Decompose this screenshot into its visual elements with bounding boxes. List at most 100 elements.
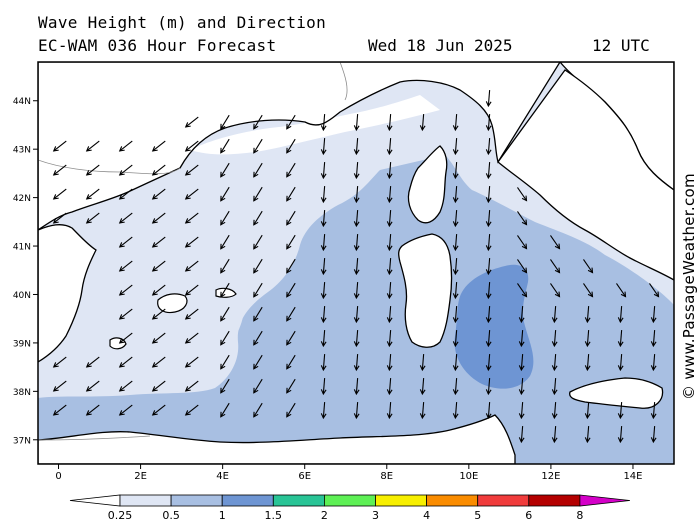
wave-arrow xyxy=(421,353,425,371)
wave-arrow xyxy=(220,234,230,250)
wave-arrow-head xyxy=(184,266,191,272)
wave-arrow xyxy=(185,380,199,392)
wave-arrow-head xyxy=(118,290,125,296)
wave-arrow-head xyxy=(521,243,528,250)
wave-arrow-head xyxy=(184,218,191,224)
wave-arrow xyxy=(388,113,392,131)
wave-arrow xyxy=(152,356,166,368)
wave-arrow xyxy=(253,186,263,202)
wave-arrow xyxy=(220,282,230,298)
wave-arrow-head xyxy=(386,125,393,132)
wave-arrow xyxy=(220,162,230,178)
legend-swatch xyxy=(528,494,581,507)
wave-arrow-head xyxy=(353,197,360,204)
wave-arrow-head xyxy=(650,437,657,444)
wave-arrow xyxy=(152,380,166,392)
wave-arrow xyxy=(517,259,527,273)
wave-arrow-head xyxy=(485,125,492,132)
wave-arrow-head xyxy=(286,315,292,322)
wave-arrow xyxy=(355,137,359,155)
wave-arrow-head xyxy=(52,146,59,152)
wave-arrow-head xyxy=(151,242,158,248)
wave-arrow-head xyxy=(151,338,158,344)
wave-arrow-head xyxy=(485,221,492,228)
wave-arrow xyxy=(355,233,359,251)
wave-arrow xyxy=(454,185,458,203)
wave-arrow-head xyxy=(220,171,226,178)
wave-arrow-head xyxy=(286,387,292,394)
country-borders xyxy=(38,62,348,441)
forecast-time: 12 UTC xyxy=(592,36,650,55)
wave-arrow xyxy=(322,377,326,395)
wave-arrow xyxy=(619,305,623,323)
wave-arrow xyxy=(586,329,590,347)
wave-arrow xyxy=(421,377,425,395)
wave-arrow xyxy=(86,212,100,224)
wave-arrow xyxy=(286,258,296,274)
wave-arrow-head xyxy=(485,317,492,324)
wave-arrow-head xyxy=(286,363,292,370)
wave-arrow-head xyxy=(151,290,158,296)
wave-arrow-head xyxy=(52,218,59,224)
wave-arrow-head xyxy=(184,338,191,344)
wave-arrow xyxy=(322,113,326,131)
wave-arrow-head xyxy=(320,269,327,276)
wave-arrow xyxy=(487,161,491,179)
wave-arrow xyxy=(322,305,326,323)
wave-arrow-head xyxy=(386,149,393,156)
wave-arrow-head xyxy=(320,413,327,420)
wave-arrow-head xyxy=(253,387,259,394)
wave-arrow xyxy=(388,329,392,347)
wave-arrow-head xyxy=(353,341,360,348)
legend-max-triangle xyxy=(579,494,630,507)
wave-arrow xyxy=(520,425,524,443)
wave-arrow-head xyxy=(353,221,360,228)
wave-arrow-head xyxy=(320,149,327,156)
wave-arrow-head xyxy=(551,437,558,444)
wave-arrow xyxy=(119,236,133,248)
wave-arrow xyxy=(520,377,524,395)
wave-arrow xyxy=(322,161,326,179)
wave-arrow-head xyxy=(184,194,191,200)
lat-tick-label: 38N xyxy=(13,388,31,398)
wave-arrow xyxy=(553,425,557,443)
wave-arrow-head xyxy=(320,173,327,180)
wave-arrow xyxy=(119,164,133,176)
wave-arrow-head xyxy=(286,267,292,274)
wave-arrow xyxy=(53,212,67,224)
wave-arrow-head xyxy=(184,386,191,392)
longitude-axis: 0 2E 4E 6E 8E 10E 12E 14E xyxy=(55,464,642,482)
wave-arrow xyxy=(220,258,230,274)
wave-arrow xyxy=(520,353,524,371)
land-spain xyxy=(38,224,97,363)
wave-arrow-head xyxy=(386,269,393,276)
wave-arrow xyxy=(322,401,326,419)
wave-arrow xyxy=(119,308,133,320)
wave-arrow xyxy=(220,114,230,130)
wave-arrow-head xyxy=(584,413,591,420)
wave-arrow-head xyxy=(220,195,226,202)
wave-arrow xyxy=(152,332,166,344)
wave-arrow xyxy=(322,281,326,299)
legend-label: 4 xyxy=(423,509,430,522)
wave-arrow-head xyxy=(220,243,226,250)
wave-arrow xyxy=(119,404,133,416)
legend-label: 2 xyxy=(321,509,328,522)
wave-arrow-head xyxy=(620,291,627,298)
wave-arrow-head xyxy=(485,341,492,348)
wave-arrow-head xyxy=(151,146,158,152)
wave-arrow-head xyxy=(518,413,525,420)
wave-arrow xyxy=(286,114,296,130)
wave-arrow-head xyxy=(452,317,459,324)
wave-arrow-head xyxy=(521,291,528,298)
wave-arrow-head xyxy=(584,341,591,348)
wave-arrow xyxy=(86,404,100,416)
wave-arrow-head xyxy=(253,147,259,154)
wave-arrow xyxy=(152,164,166,176)
wave-arrow-head xyxy=(220,387,226,394)
wave-arrow-head xyxy=(452,269,459,276)
wave-arrow xyxy=(220,378,230,394)
wave-arrow-head xyxy=(220,147,226,154)
wave-arrow-head xyxy=(118,194,125,200)
